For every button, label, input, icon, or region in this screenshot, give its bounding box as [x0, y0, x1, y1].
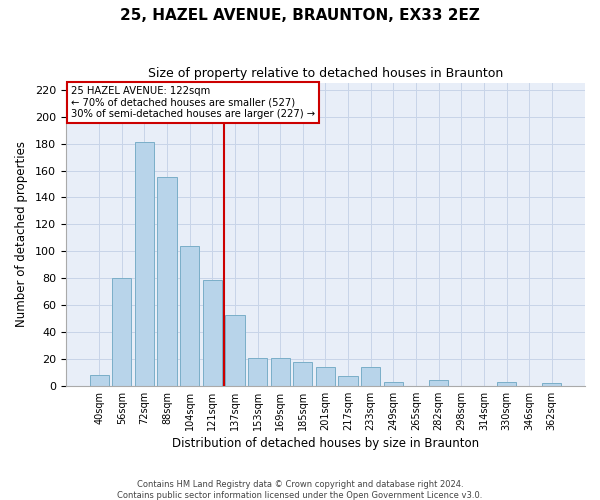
Y-axis label: Number of detached properties: Number of detached properties — [15, 142, 28, 328]
Bar — [497, 382, 516, 386]
Bar — [180, 246, 199, 386]
Bar — [316, 367, 335, 386]
Bar — [384, 382, 403, 386]
Bar — [429, 380, 448, 386]
Title: Size of property relative to detached houses in Braunton: Size of property relative to detached ho… — [148, 68, 503, 80]
Bar — [542, 383, 562, 386]
Bar — [135, 142, 154, 386]
Bar — [248, 358, 267, 386]
Text: 25, HAZEL AVENUE, BRAUNTON, EX33 2EZ: 25, HAZEL AVENUE, BRAUNTON, EX33 2EZ — [120, 8, 480, 22]
X-axis label: Distribution of detached houses by size in Braunton: Distribution of detached houses by size … — [172, 437, 479, 450]
Bar — [157, 177, 176, 386]
Bar — [361, 367, 380, 386]
Bar — [338, 376, 358, 386]
Bar — [226, 314, 245, 386]
Text: 25 HAZEL AVENUE: 122sqm
← 70% of detached houses are smaller (527)
30% of semi-d: 25 HAZEL AVENUE: 122sqm ← 70% of detache… — [71, 86, 315, 120]
Bar — [203, 280, 222, 386]
Bar — [293, 362, 313, 386]
Bar — [271, 358, 290, 386]
Bar — [112, 278, 131, 386]
Text: Contains HM Land Registry data © Crown copyright and database right 2024.
Contai: Contains HM Land Registry data © Crown c… — [118, 480, 482, 500]
Bar — [89, 375, 109, 386]
